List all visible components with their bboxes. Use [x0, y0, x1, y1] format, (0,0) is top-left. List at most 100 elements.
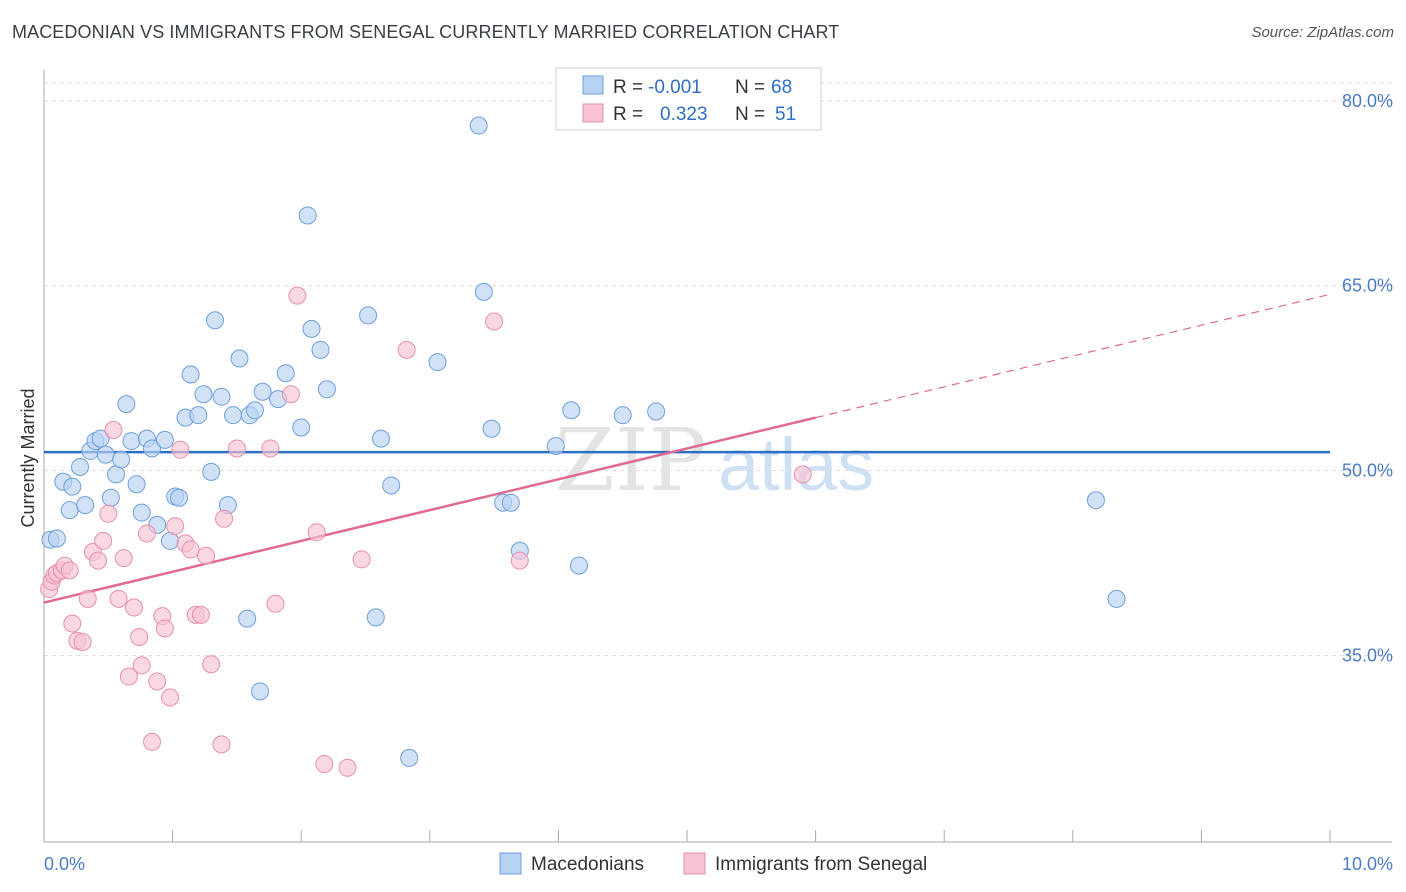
y-tick-label: 35.0% — [1342, 646, 1393, 666]
y-tick-label: 80.0% — [1342, 91, 1393, 111]
senegal-point — [352, 550, 371, 569]
legend: R = -0.001 N = 68 R = 0.323 N = 51 — [555, 67, 822, 131]
senegal-point — [114, 549, 133, 568]
chart-title: MACEDONIAN VS IMMIGRANTS FROM SENEGAL CU… — [12, 22, 840, 42]
macedonian-point — [245, 401, 264, 420]
senegal-point — [109, 589, 128, 608]
senegal-point — [171, 440, 190, 459]
data-points — [40, 116, 1126, 777]
x-tick-label: 0.0% — [44, 854, 85, 874]
bottom-legend: Macedonians Immigrants from Senegal — [499, 852, 927, 875]
macedonian-point — [251, 682, 270, 701]
senegal-point — [485, 312, 504, 331]
legend-n-label-2: N = — [735, 104, 765, 125]
senegal-point — [119, 667, 138, 686]
macedonian-point — [569, 556, 588, 575]
senegal-trend-line-extension — [815, 293, 1331, 419]
senegal-point — [202, 655, 221, 674]
macedonian-point — [613, 406, 632, 425]
macedonian-point — [194, 385, 213, 404]
senegal-point — [132, 656, 151, 675]
macedonian-point — [359, 306, 378, 325]
macedonian-point — [371, 429, 390, 448]
senegal-point — [89, 551, 108, 570]
macedonian-point — [122, 432, 141, 451]
macedonian-point — [47, 529, 66, 548]
senegal-point — [281, 385, 300, 404]
macedonian-point — [143, 439, 162, 458]
senegal-point — [130, 628, 149, 647]
macedonian-point — [276, 364, 295, 383]
macedonian-point — [76, 496, 95, 515]
senegal-point — [143, 732, 162, 751]
senegal-point — [397, 340, 416, 359]
legend-r-label-2: R = — [613, 104, 643, 125]
macedonian-point — [206, 311, 225, 330]
senegal-point — [181, 540, 200, 559]
senegal-point — [125, 598, 144, 617]
macedonian-point — [112, 450, 131, 469]
senegal-point — [166, 517, 185, 536]
senegal-point — [63, 614, 82, 633]
macedonian-point — [501, 493, 520, 512]
macedonian-point — [292, 418, 311, 437]
macedonian-point — [482, 419, 501, 438]
senegal-point — [261, 439, 280, 458]
x-tick-label: 10.0% — [1342, 854, 1393, 874]
macedonian-point — [202, 462, 221, 481]
macedonian-point — [132, 503, 151, 522]
macedonian-point — [647, 402, 666, 421]
source-label: Source: ZipAtlas.com — [1251, 24, 1394, 41]
legend-n-label-1: N = — [735, 77, 765, 98]
senegal-point — [197, 546, 216, 565]
macedonian-point — [546, 437, 565, 455]
senegal-point — [73, 633, 92, 652]
senegal-point — [215, 509, 234, 528]
senegal-point — [227, 439, 246, 458]
senegal-point — [60, 561, 79, 580]
legend-n-value-1: 68 — [771, 77, 792, 98]
senegal-point — [137, 524, 156, 543]
senegal-point — [161, 688, 180, 707]
macedonian-point — [224, 406, 243, 425]
senegal-point — [78, 589, 97, 608]
senegal-point — [155, 619, 174, 638]
macedonian-point — [382, 476, 401, 495]
legend-r-value-1: -0.001 — [648, 77, 702, 98]
macedonian-point — [96, 445, 115, 464]
bottom-legend-swatch-blue — [499, 852, 522, 875]
macedonian-point — [366, 608, 385, 627]
senegal-point — [510, 551, 529, 570]
axes: 0.0% 10.0% — [43, 70, 1393, 874]
macedonian-point — [238, 609, 257, 628]
macedonian-point — [71, 457, 90, 476]
legend-n-value-2: 51 — [775, 104, 796, 125]
macedonian-point — [400, 748, 419, 767]
macedonian-point — [302, 319, 321, 338]
macedonian-point — [253, 382, 272, 401]
y-axis-title: Currently Married — [18, 388, 38, 527]
macedonian-point — [230, 349, 249, 368]
legend-r-label-1: R = — [613, 77, 643, 98]
macedonian-point — [101, 488, 120, 507]
senegal-point — [338, 758, 357, 777]
senegal-point — [307, 523, 326, 542]
macedonian-point — [311, 340, 330, 359]
macedonian-point — [170, 488, 189, 507]
bottom-legend-label-macedonians: Macedonians — [531, 854, 644, 875]
senegal-point — [148, 672, 167, 691]
macedonian-point — [117, 395, 136, 414]
macedonian-point — [127, 475, 146, 494]
senegal-point — [288, 286, 307, 305]
senegal-point — [104, 420, 123, 439]
legend-r-value-2: 0.323 — [660, 104, 708, 125]
macedonian-point — [317, 380, 336, 399]
senegal-point — [212, 735, 231, 754]
macedonian-point — [428, 353, 447, 372]
legend-swatch-blue — [582, 75, 604, 95]
macedonian-point — [469, 116, 488, 135]
senegal-trend-line — [43, 416, 816, 604]
macedonian-point — [60, 501, 79, 520]
senegal-point — [99, 504, 118, 523]
